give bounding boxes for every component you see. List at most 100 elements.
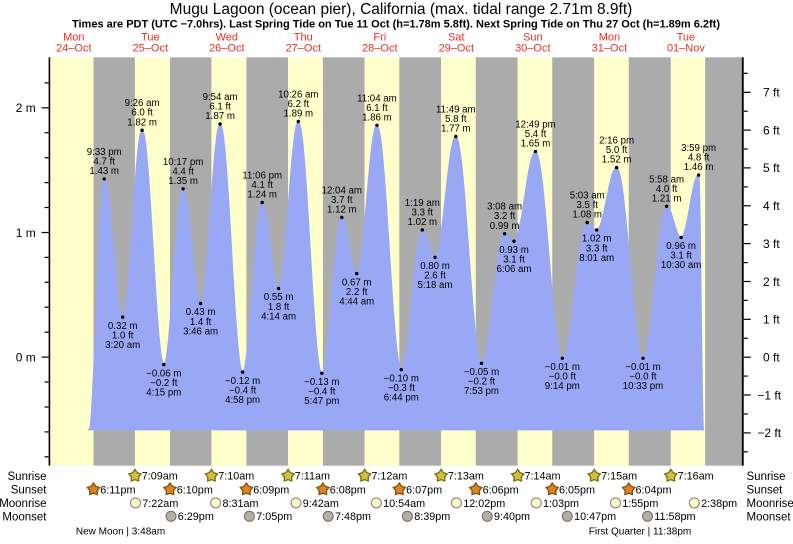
- svg-text:7:10am: 7:10am: [218, 471, 254, 483]
- svg-text:6:06 am: 6:06 am: [496, 264, 531, 275]
- svg-text:6:04pm: 6:04pm: [636, 484, 672, 496]
- svg-text:Sun: Sun: [523, 31, 543, 43]
- svg-text:28–Oct: 28–Oct: [362, 43, 397, 55]
- svg-text:Moonset: Moonset: [747, 511, 792, 523]
- svg-text:Mon: Mon: [63, 31, 84, 43]
- svg-text:2 m: 2 m: [16, 101, 36, 115]
- svg-text:6:10pm: 6:10pm: [177, 484, 213, 496]
- svg-text:0 m: 0 m: [16, 350, 36, 364]
- svg-text:7:13am: 7:13am: [448, 471, 484, 483]
- svg-text:1:55pm: 1:55pm: [622, 498, 658, 510]
- svg-text:3:20 am: 3:20 am: [105, 340, 140, 351]
- svg-text:7 ft: 7 ft: [763, 86, 780, 100]
- svg-text:7:12am: 7:12am: [371, 471, 407, 483]
- svg-text:1.86 m: 1.86 m: [362, 112, 392, 123]
- svg-text:1.24 m: 1.24 m: [247, 190, 277, 201]
- svg-text:2:38pm: 2:38pm: [701, 498, 737, 510]
- svg-text:6:05pm: 6:05pm: [559, 484, 595, 496]
- svg-text:Tue: Tue: [677, 31, 696, 43]
- svg-text:2 ft: 2 ft: [763, 275, 780, 289]
- svg-text:Sunrise: Sunrise: [8, 471, 47, 483]
- svg-text:6:09pm: 6:09pm: [253, 484, 289, 496]
- svg-text:Moonset: Moonset: [2, 511, 47, 523]
- svg-text:1.89 m: 1.89 m: [283, 109, 313, 120]
- svg-text:9:14 pm: 9:14 pm: [545, 381, 580, 392]
- svg-text:4:15 pm: 4:15 pm: [146, 387, 181, 398]
- svg-text:Moonrise: Moonrise: [747, 498, 793, 510]
- svg-text:8:01 am: 8:01 am: [579, 253, 614, 264]
- svg-text:10:30 am: 10:30 am: [661, 260, 701, 271]
- svg-text:1.43 m: 1.43 m: [89, 166, 119, 177]
- svg-text:Wed: Wed: [216, 31, 238, 43]
- svg-text:11:58pm: 11:58pm: [654, 511, 695, 523]
- svg-text:1:03pm: 1:03pm: [543, 498, 579, 510]
- svg-text:10:33 pm: 10:33 pm: [623, 381, 663, 392]
- svg-text:7:15am: 7:15am: [601, 471, 637, 483]
- svg-text:6 ft: 6 ft: [763, 123, 780, 137]
- svg-text:0 ft: 0 ft: [763, 351, 780, 365]
- svg-text:7:14am: 7:14am: [525, 471, 561, 483]
- svg-text:Sunset: Sunset: [747, 484, 784, 496]
- svg-text:5 ft: 5 ft: [763, 161, 780, 175]
- svg-text:1.65 m: 1.65 m: [521, 139, 551, 150]
- svg-text:6:08pm: 6:08pm: [330, 484, 366, 496]
- svg-text:6:44 pm: 6:44 pm: [384, 392, 419, 403]
- svg-text:3:46 am: 3:46 am: [183, 326, 218, 337]
- svg-text:26–Oct: 26–Oct: [209, 43, 244, 55]
- svg-text:8:31am: 8:31am: [223, 498, 259, 510]
- svg-text:Moonrise: Moonrise: [0, 498, 47, 510]
- svg-text:1.52 m: 1.52 m: [602, 155, 632, 166]
- svg-text:7:53 pm: 7:53 pm: [464, 386, 499, 397]
- svg-text:First Quarter | 11:38pm: First Quarter | 11:38pm: [589, 527, 691, 538]
- svg-text:9:42am: 9:42am: [303, 498, 339, 510]
- svg-text:Sunrise: Sunrise: [747, 471, 786, 483]
- svg-text:10:54am: 10:54am: [383, 498, 425, 510]
- svg-text:1.02 m: 1.02 m: [407, 217, 437, 228]
- svg-text:1.21 m: 1.21 m: [652, 193, 682, 204]
- svg-text:1.12 m: 1.12 m: [327, 205, 357, 216]
- svg-text:0.99 m: 0.99 m: [490, 221, 520, 232]
- svg-text:7:09am: 7:09am: [142, 471, 178, 483]
- svg-text:−1 ft: −1 ft: [757, 388, 781, 402]
- svg-text:24–Oct: 24–Oct: [56, 43, 91, 55]
- svg-text:4:58 pm: 4:58 pm: [225, 395, 260, 406]
- svg-text:1.46 m: 1.46 m: [684, 162, 714, 173]
- svg-text:29–Oct: 29–Oct: [439, 43, 474, 55]
- svg-text:12:02pm: 12:02pm: [463, 498, 505, 510]
- svg-text:1.87 m: 1.87 m: [205, 111, 235, 122]
- svg-text:Mon: Mon: [599, 31, 620, 43]
- svg-text:27–Oct: 27–Oct: [286, 43, 321, 55]
- svg-text:1.77 m: 1.77 m: [441, 124, 471, 135]
- svg-text:Thu: Thu: [294, 31, 313, 43]
- svg-text:3 ft: 3 ft: [763, 237, 780, 251]
- svg-text:25–Oct: 25–Oct: [133, 43, 168, 55]
- svg-text:Fri: Fri: [373, 31, 386, 43]
- svg-text:7:16am: 7:16am: [678, 471, 714, 483]
- svg-text:Sat: Sat: [448, 31, 465, 43]
- svg-text:6:07pm: 6:07pm: [406, 484, 442, 496]
- svg-text:1.82 m: 1.82 m: [127, 117, 157, 128]
- svg-text:New Moon | 3:48am: New Moon | 3:48am: [76, 527, 165, 538]
- svg-text:5:47 pm: 5:47 pm: [304, 396, 339, 407]
- svg-text:31–Oct: 31–Oct: [592, 43, 627, 55]
- svg-text:1.35 m: 1.35 m: [168, 176, 198, 187]
- svg-text:Times are PDT (UTC −7.0hrs). L: Times are PDT (UTC −7.0hrs). Last Spring…: [72, 19, 720, 31]
- svg-text:Mugu Lagoon (ocean pier), Cali: Mugu Lagoon (ocean pier), California (ma…: [170, 1, 633, 18]
- svg-text:4:44 am: 4:44 am: [339, 296, 374, 307]
- svg-text:7:48pm: 7:48pm: [335, 511, 371, 523]
- svg-text:10:47pm: 10:47pm: [574, 511, 616, 523]
- svg-text:6:29pm: 6:29pm: [178, 511, 214, 523]
- svg-text:5:18 am: 5:18 am: [417, 280, 452, 291]
- svg-text:9:40pm: 9:40pm: [494, 511, 530, 523]
- svg-text:4 ft: 4 ft: [763, 199, 780, 213]
- svg-text:7:11am: 7:11am: [295, 471, 330, 483]
- svg-text:6:06pm: 6:06pm: [483, 484, 519, 496]
- svg-text:Sunset: Sunset: [11, 484, 48, 496]
- svg-text:1 m: 1 m: [16, 226, 36, 240]
- svg-text:−2 ft: −2 ft: [757, 426, 781, 440]
- svg-text:4:14 am: 4:14 am: [261, 311, 296, 322]
- svg-text:7:22am: 7:22am: [142, 498, 178, 510]
- svg-text:6:11pm: 6:11pm: [100, 484, 135, 496]
- svg-text:Tue: Tue: [141, 31, 160, 43]
- svg-text:7:05pm: 7:05pm: [256, 511, 292, 523]
